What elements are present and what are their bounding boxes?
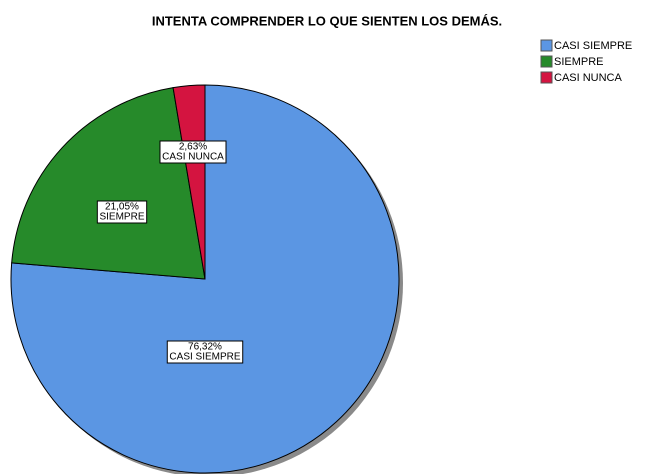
data-label-value: 2,63%: [179, 142, 207, 153]
pie-slice: [172, 84, 206, 280]
data-label: 76,32%CASI SIEMPRE: [166, 340, 244, 364]
legend-label: CASI NUNCA: [554, 72, 623, 84]
pie: [10, 84, 403, 474]
legend-swatch: [540, 71, 553, 84]
data-label-box: [159, 140, 227, 164]
data-label: 2,63%CASI NUNCA: [159, 140, 227, 164]
legend-swatch: [540, 55, 553, 68]
pie-slice: [11, 87, 206, 280]
labels: 76,32%CASI SIEMPRE21,05%SIEMPRE2,63%CASI…: [96, 140, 244, 364]
legend-swatch: [540, 39, 553, 52]
legend-label: CASI SIEMPRE: [554, 40, 632, 52]
data-label-category: CASI SIEMPRE: [169, 352, 240, 363]
data-label-category: CASI NUNCA: [162, 152, 224, 163]
data-label-category: SIEMPRE: [99, 212, 144, 223]
data-label-box: [166, 340, 244, 364]
legend-label: SIEMPRE: [554, 56, 604, 68]
legend: CASI SIEMPRE SIEMPRE CASI NUNCA: [540, 39, 632, 84]
chart-title: INTENTA COMPRENDER LO QUE SIENTEN LOS DE…: [152, 13, 502, 28]
data-label-value: 76,32%: [188, 342, 222, 353]
data-label: 21,05%SIEMPRE: [96, 200, 148, 224]
data-label-value: 21,05%: [105, 202, 139, 213]
data-label-box: [96, 200, 148, 224]
